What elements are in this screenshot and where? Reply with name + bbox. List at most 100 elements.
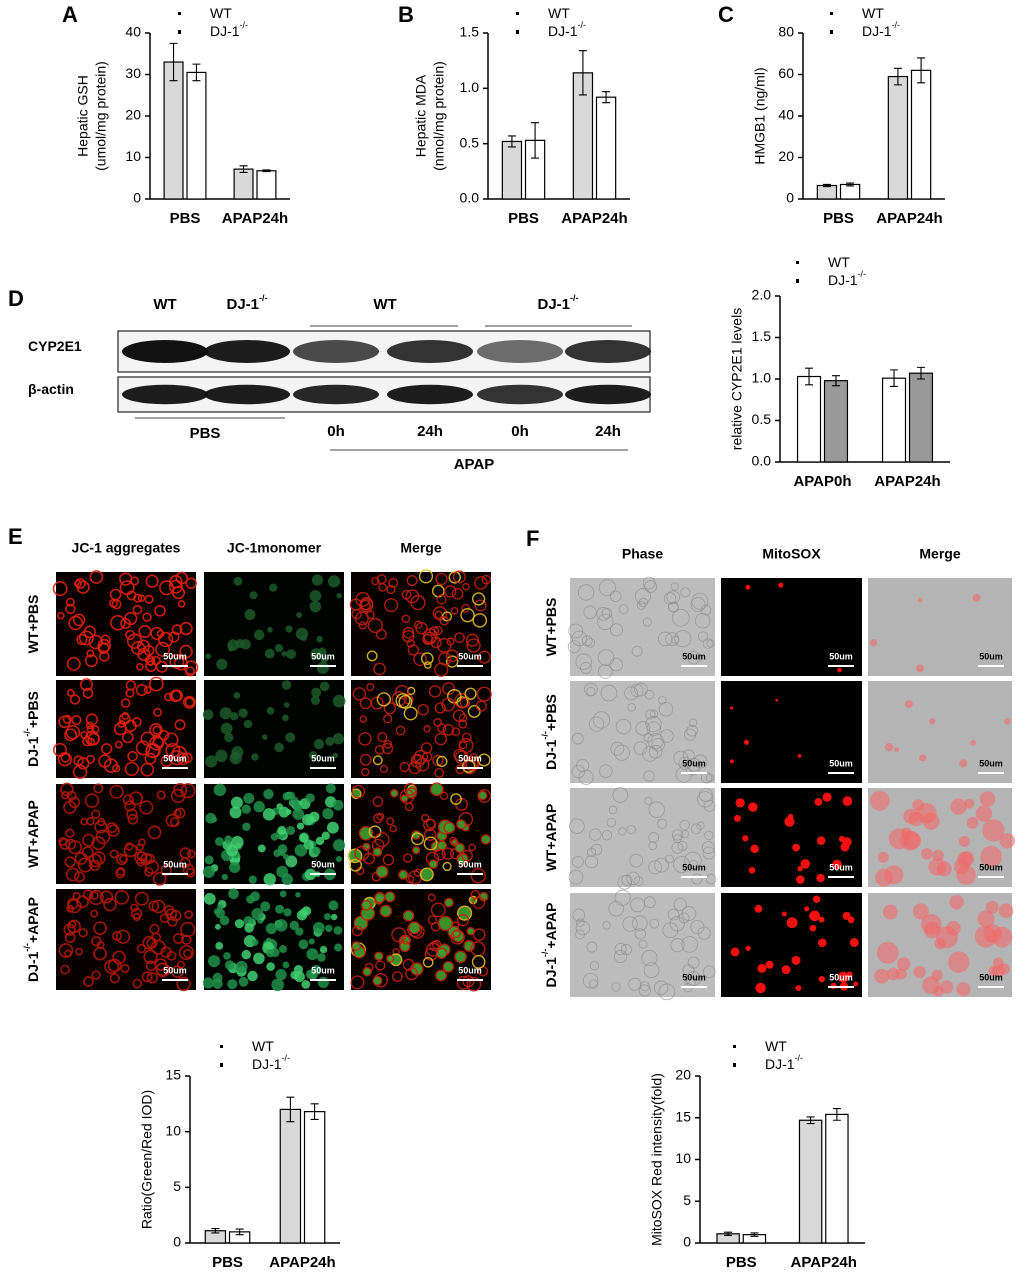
micrograph-cell: [143, 949, 158, 964]
micrograph-column-label: Merge: [400, 540, 441, 556]
micrograph-cell: [82, 833, 96, 847]
micrograph-cell: [395, 725, 406, 736]
micrograph-cell: [224, 960, 235, 970]
micrograph-cell: [597, 664, 613, 679]
micrograph-cell: [260, 901, 271, 912]
micrograph-cell: [136, 662, 144, 671]
micrograph-cell: [412, 754, 423, 765]
micrograph-cell: [818, 916, 825, 923]
blot-band: [565, 384, 651, 405]
micrograph-row-label-main: DJ-1: [25, 736, 41, 767]
y-tick-label: 2.0: [752, 287, 772, 303]
legend-label: DJ-1-/-: [862, 20, 900, 38]
micrograph-cell: [635, 721, 651, 736]
micrograph-cell: [372, 755, 383, 766]
micrograph-cell: [687, 651, 701, 665]
micrograph-row-label-rest: +PBS: [543, 694, 559, 731]
error-bar: [724, 1231, 733, 1237]
micrograph-cell: [680, 829, 689, 839]
micrograph-cell: [333, 926, 343, 935]
micrograph-cell: [584, 855, 599, 869]
error-bar: [262, 169, 271, 173]
micrograph-cell: [277, 844, 288, 854]
micrograph-cell: [690, 919, 705, 935]
micrograph-cell: [781, 911, 787, 917]
micrograph-cell: [434, 767, 445, 778]
micrograph-cell: [226, 844, 238, 857]
micrograph-cell: [463, 755, 479, 771]
micrograph-cell: [442, 861, 452, 872]
legend-marker: [796, 261, 799, 264]
micrograph-cell: [277, 825, 287, 835]
micrograph-cell: [894, 747, 900, 753]
micrograph-cell: [180, 783, 196, 799]
micrograph-cell: [375, 865, 389, 879]
micrograph-cell: [88, 889, 104, 906]
micrograph-cell: [130, 907, 143, 920]
legend-name: DJ-1: [862, 23, 892, 39]
micrograph-cell: [359, 697, 372, 710]
micrograph-cell: [238, 976, 249, 987]
micrograph-cell: [946, 920, 961, 936]
micrograph-cell: [679, 819, 690, 831]
micrograph-cell: [235, 960, 248, 973]
micrograph-cell: [897, 957, 911, 971]
micrograph-cell: [702, 638, 714, 649]
panel-letter: D: [8, 286, 24, 311]
y-axis-label: (umol/mg protein): [93, 61, 109, 171]
micrograph-cell: [349, 858, 362, 872]
micrograph-cell: [610, 741, 625, 756]
micrograph-cell: [817, 938, 827, 948]
micrograph-cell: [985, 900, 999, 914]
micrograph-cell: [77, 857, 93, 873]
micrograph-cell: [406, 638, 415, 648]
micrograph-cell: [300, 635, 307, 642]
micrograph-cell: [372, 975, 383, 986]
blot-column-label-main: DJ-1: [537, 296, 570, 313]
micrograph-cell: [702, 846, 716, 860]
error-bar: [507, 135, 516, 148]
micrograph-cell: [975, 805, 993, 822]
legend-marker: [830, 12, 833, 15]
micrograph-cell: [310, 695, 320, 705]
micrograph-cell: [158, 729, 170, 741]
micrograph-cell: [133, 593, 143, 603]
x-tick-label: PBS: [726, 1254, 757, 1271]
y-tick-label: 15: [165, 1067, 181, 1083]
micrograph-cell: [450, 930, 465, 945]
micrograph-cell: [139, 800, 154, 815]
micrograph-cell: [243, 792, 255, 804]
y-tick-label: 10: [165, 1122, 181, 1138]
micrograph-cell: [83, 976, 94, 987]
legend-sup: -/-: [795, 1053, 804, 1063]
micrograph-cell: [146, 937, 158, 949]
micrograph-cell: [202, 977, 214, 989]
micrograph-cell: [579, 661, 592, 674]
micrograph-cell: [366, 650, 378, 662]
micrograph-cell: [224, 732, 234, 743]
micrograph-cell: [571, 630, 588, 647]
micrograph-cell: [606, 817, 617, 828]
micrograph-cell: [150, 626, 164, 640]
micrograph-cell: [176, 976, 191, 992]
y-tick-label: 0: [786, 190, 794, 206]
micrograph-cell: [312, 846, 321, 855]
micrograph-cell: [671, 841, 684, 854]
micrograph-cell: [184, 910, 194, 919]
micrograph-cell: [638, 939, 648, 949]
legend-label: DJ-1-/-: [210, 20, 248, 38]
x-tick-label: APAP24h: [222, 210, 288, 227]
micrograph-cell: [423, 836, 438, 851]
micrograph-cell: [121, 731, 134, 744]
micrograph-cell: [743, 739, 750, 745]
micrograph-cell: [649, 709, 659, 719]
legend-name: DJ-1: [210, 23, 240, 39]
micrograph-cell: [215, 749, 228, 763]
legend-label: WT: [210, 5, 232, 21]
micrograph-cell: [312, 922, 325, 934]
micrograph-cell: [173, 809, 182, 818]
micrograph-cell: [132, 978, 142, 989]
micrograph-cell: [477, 753, 491, 767]
bar: [908, 372, 934, 463]
